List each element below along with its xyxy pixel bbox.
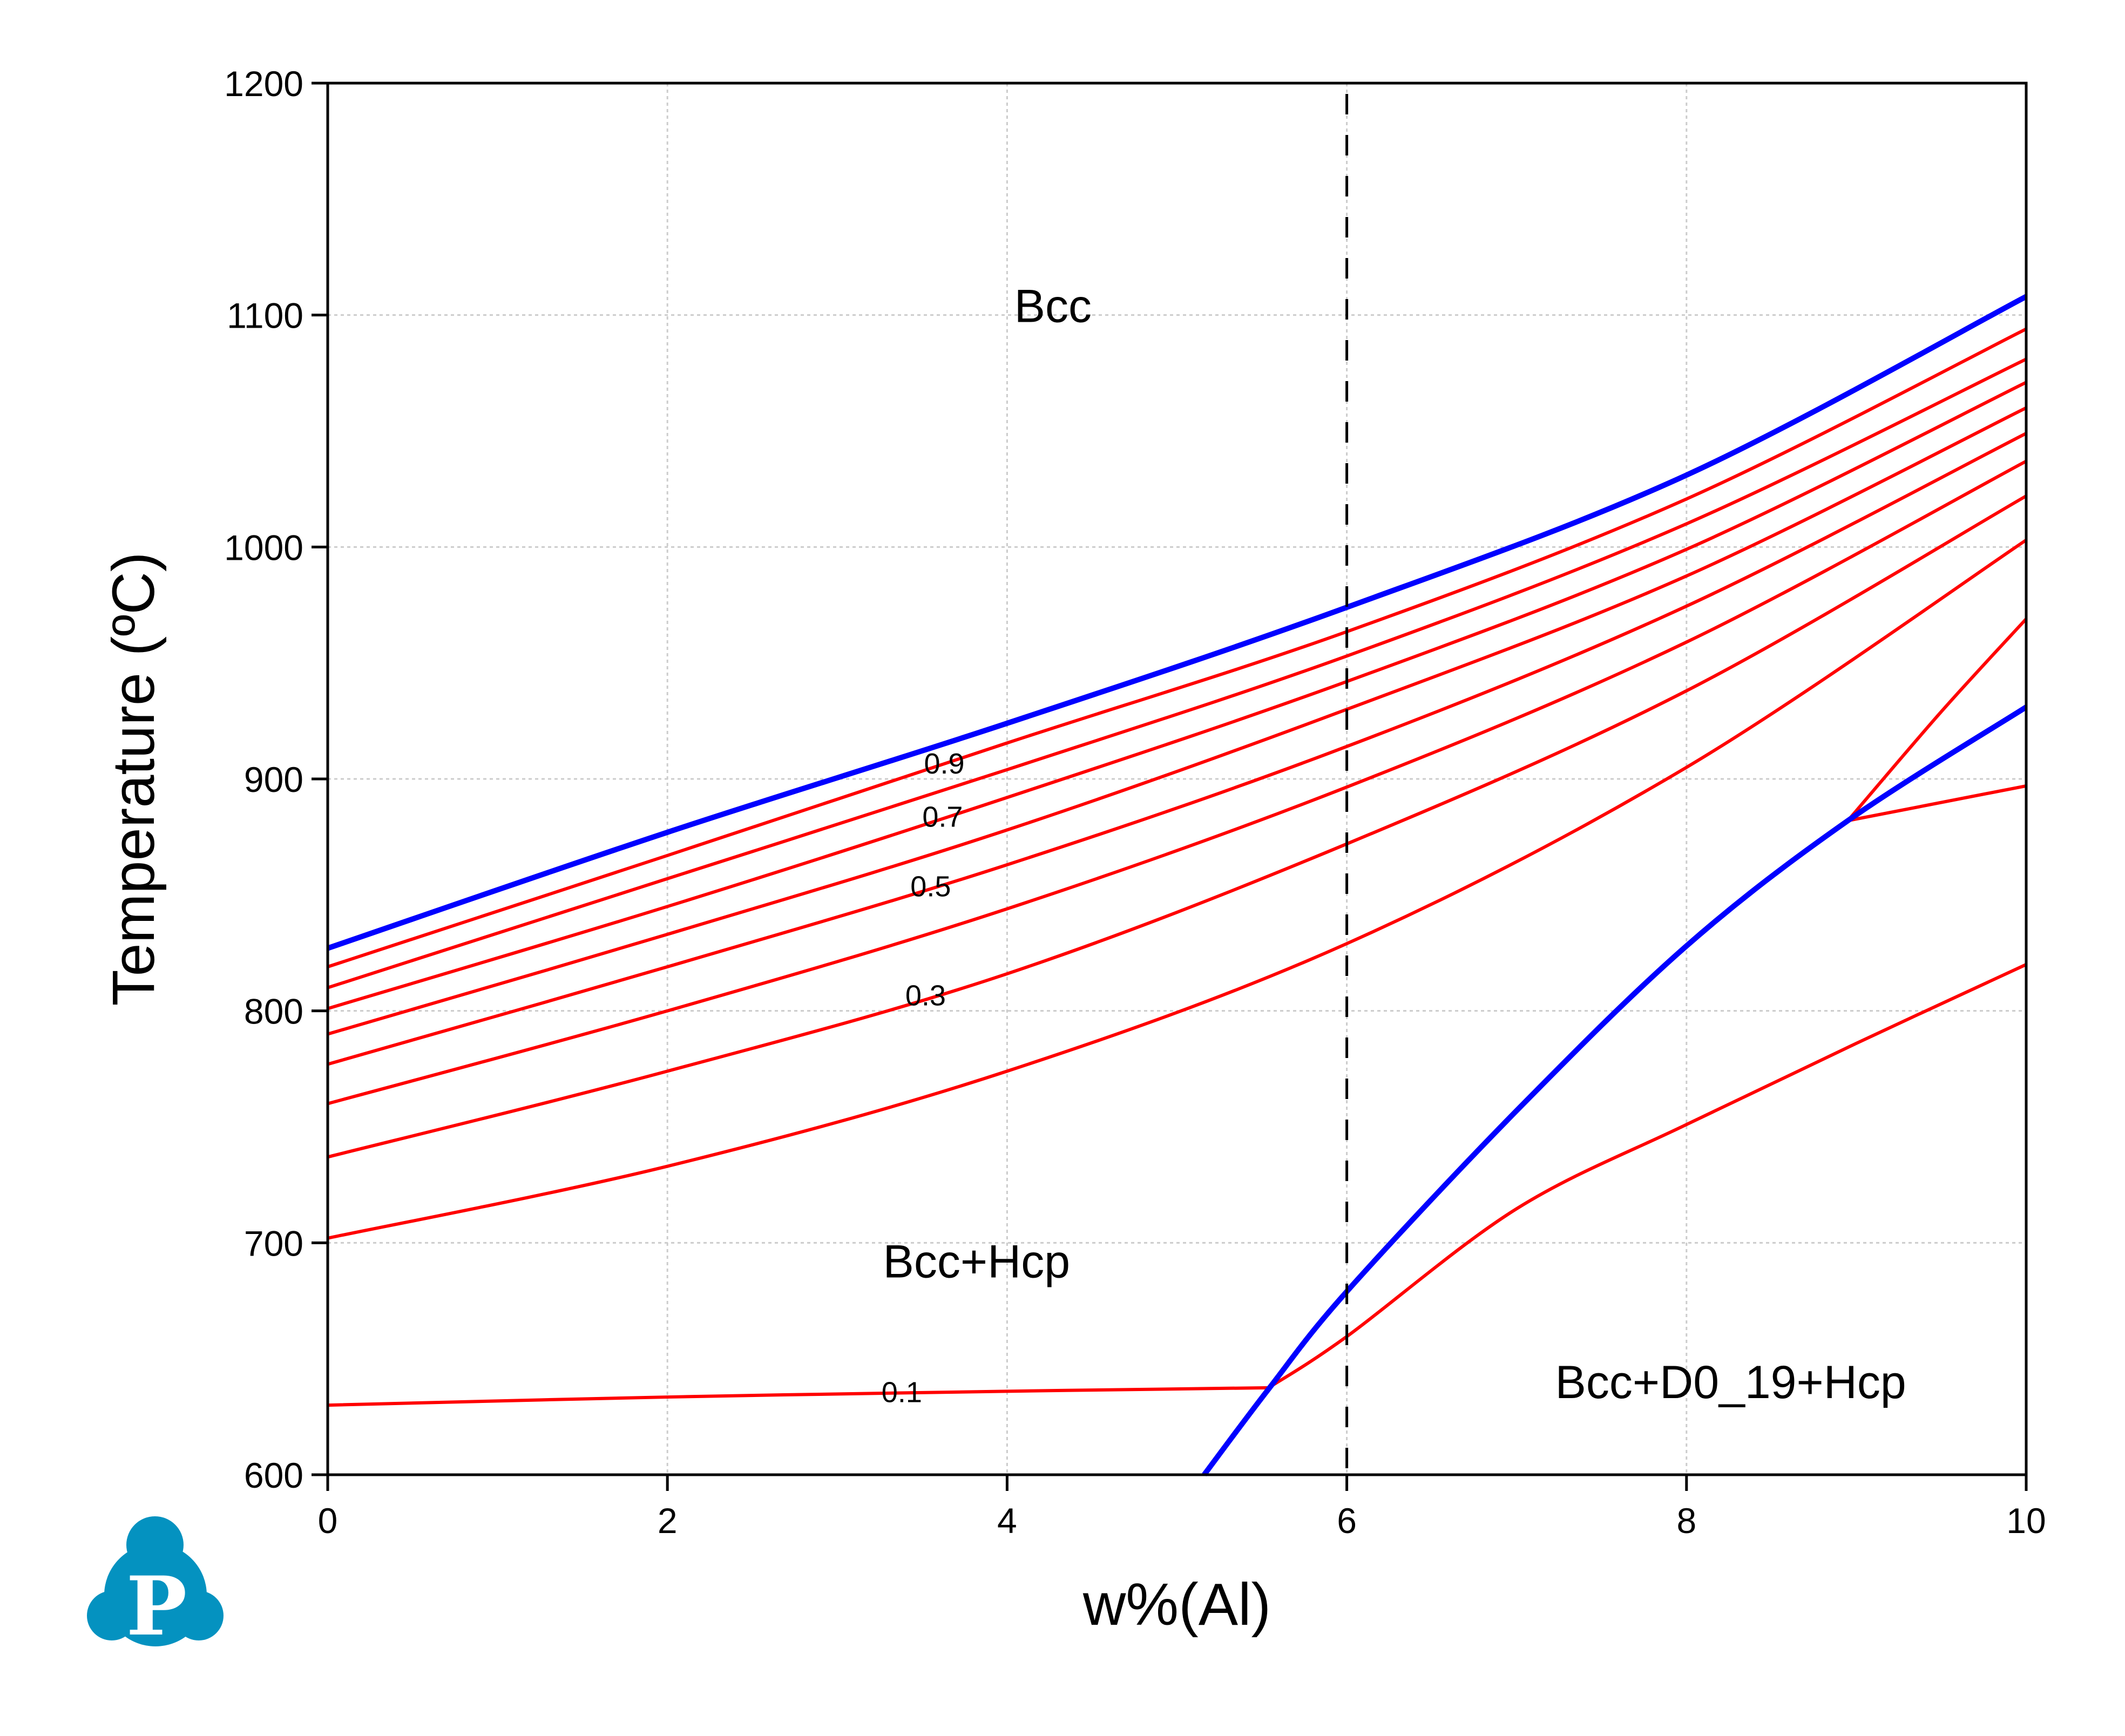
contour-line [327, 406, 2027, 1036]
annotation-layer: 0.9 0.7 0.5 0.3 0.1 Bcc Bcc+Hcp Bcc+D0_19+Hcp [882, 280, 1906, 1408]
contour-label: 0.5 [910, 871, 951, 903]
logo-letter: P [126, 1559, 187, 1654]
contour-label: 0.9 [924, 748, 964, 780]
contour-line [327, 1386, 1269, 1407]
logo: P [87, 1516, 224, 1654]
logo-left-lobe [87, 1591, 137, 1640]
y-tick-label: 1000 [224, 527, 303, 567]
contour-line [1847, 784, 2027, 823]
phase-boundary-line [327, 294, 2028, 951]
y-axis-title: Temperature (ºC) [100, 552, 167, 1006]
x-tick-label: 0 [318, 1501, 338, 1541]
x-axis-title: w%(Al) [1082, 1571, 1271, 1638]
logo-right-lobe [174, 1591, 224, 1640]
contour-line [327, 494, 2027, 1159]
x-tick-label: 10 [2006, 1501, 2046, 1541]
contour-line [327, 459, 2027, 1106]
y-tick-label: 900 [244, 760, 303, 799]
y-tick-label: 700 [244, 1223, 303, 1263]
region-label: Bcc+D0_19+Hcp [1555, 1357, 1906, 1408]
y-tick-label: 1200 [224, 64, 303, 104]
x-tick-label: 4 [997, 1501, 1017, 1541]
contour-line [1268, 963, 2027, 1389]
series-layer [327, 94, 2028, 1477]
phase-boundary-line [1202, 704, 2028, 1477]
axes: 0 2 4 6 8 10 600 700 800 900 1000 1100 1200 [224, 64, 2046, 1541]
region-label: Bcc+Hcp [883, 1236, 1071, 1288]
contour-line [327, 538, 2027, 1240]
grid [328, 83, 2026, 1475]
contour-line [1846, 618, 2028, 822]
y-tick-label: 800 [244, 992, 303, 1032]
x-tick-label: 6 [1337, 1501, 1357, 1541]
contour-label: 0.3 [905, 980, 946, 1012]
contour-line [327, 432, 2027, 1066]
region-label: Bcc [1014, 280, 1092, 332]
x-tick-label: 8 [1676, 1501, 1696, 1541]
contour-label: 0.1 [882, 1376, 922, 1408]
y-tick-label: 1100 [227, 296, 303, 336]
y-tick-label: 600 [244, 1455, 303, 1495]
contour-line [327, 327, 2027, 968]
contour-line [327, 381, 2027, 1011]
contour-line [327, 357, 2027, 989]
contour-label: 0.7 [922, 801, 963, 833]
x-tick-label: 2 [658, 1501, 678, 1541]
